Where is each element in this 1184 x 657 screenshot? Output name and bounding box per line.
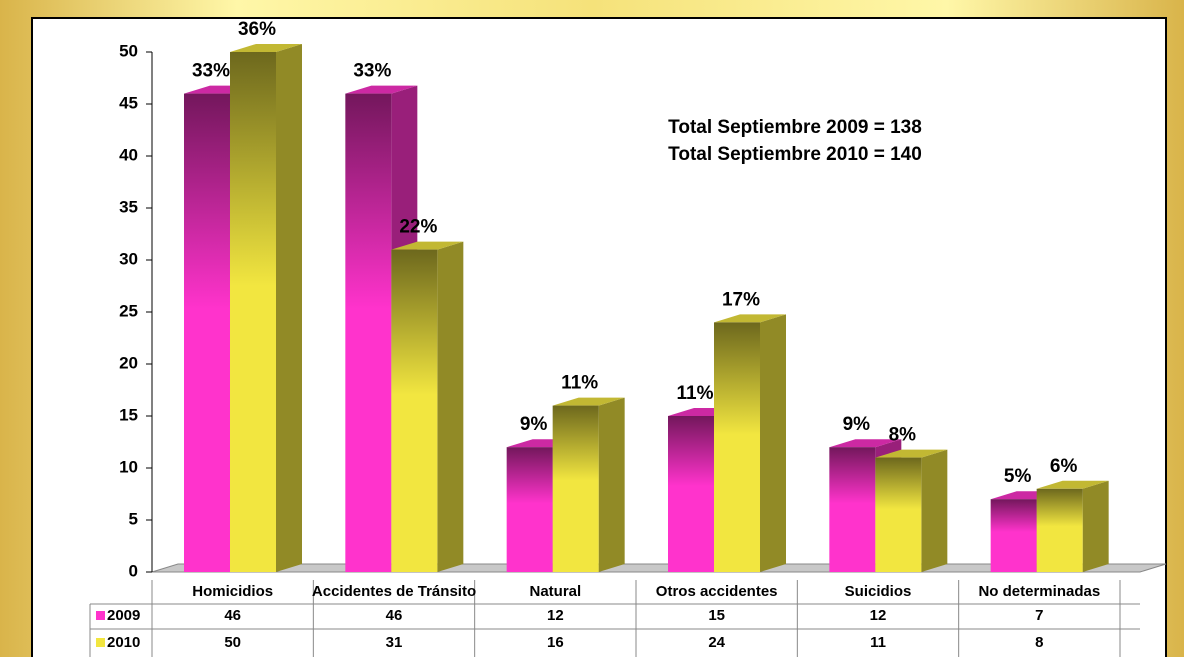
table-value: 12 — [547, 607, 564, 624]
bar-side — [598, 397, 625, 572]
y-tick-label: 25 — [119, 301, 138, 320]
percent-label: 6% — [1050, 456, 1078, 477]
y-tick-label: 20 — [119, 353, 138, 372]
percent-label: 9% — [520, 414, 548, 435]
table-value: 46 — [386, 607, 403, 624]
bar — [391, 249, 438, 572]
y-tick-label: 0 — [129, 561, 138, 580]
bar-top — [714, 314, 786, 323]
bar — [230, 52, 276, 572]
table-value: 8 — [1035, 634, 1043, 651]
bar — [1036, 488, 1083, 572]
bar — [875, 457, 922, 572]
percent-label: 8% — [889, 425, 917, 446]
bar-top — [391, 241, 464, 250]
table-value: 11 — [870, 634, 886, 651]
y-tick-label: 35 — [119, 197, 138, 216]
bar-side — [921, 449, 948, 572]
x-tick-label: No determinadas — [978, 583, 1100, 600]
y-tick-label: 30 — [119, 249, 138, 268]
y-tick-label: 10 — [119, 457, 138, 476]
legend-swatch — [96, 611, 105, 620]
bar — [552, 405, 599, 572]
legend-label: 2009 — [107, 607, 140, 624]
table-value: 46 — [224, 607, 241, 624]
table-value: 7 — [1035, 607, 1043, 624]
percent-label: 33% — [192, 61, 230, 82]
table-value: 15 — [708, 607, 725, 624]
bar — [668, 416, 714, 572]
y-tick-label: 40 — [119, 145, 138, 164]
bar — [345, 93, 392, 572]
y-tick-label: 50 — [119, 41, 138, 60]
bar — [506, 447, 553, 572]
legend-label: 2010 — [107, 634, 140, 651]
x-tick-label: Natural — [529, 583, 581, 600]
y-tick-label: 15 — [119, 405, 138, 424]
x-tick-label: Suicidios — [845, 583, 912, 600]
x-tick-label: Homicidios — [192, 583, 273, 600]
bar — [829, 447, 876, 572]
bar-side — [760, 314, 786, 572]
table-value: 31 — [386, 634, 403, 651]
annotation: Total Septiembre 2009 = 138 — [668, 117, 922, 138]
bar-top — [345, 85, 418, 94]
bar — [990, 499, 1037, 572]
table-value: 24 — [708, 634, 725, 651]
percent-label: 22% — [399, 217, 437, 238]
bar — [714, 322, 760, 572]
table-value: 50 — [224, 634, 241, 651]
bar-top — [875, 449, 948, 458]
percent-label: 11% — [677, 383, 714, 404]
bar-top — [230, 44, 302, 52]
percent-label: 5% — [1004, 466, 1032, 487]
bar-side — [276, 44, 302, 572]
y-tick-label: 5 — [129, 509, 138, 528]
bar-side — [437, 241, 464, 572]
percent-label: 9% — [843, 414, 871, 435]
bar-side — [1082, 480, 1109, 572]
x-tick-label: Otros accidentes — [656, 583, 778, 600]
table-value: 16 — [547, 634, 564, 651]
percent-label: 17% — [722, 289, 760, 310]
percent-label: 11% — [561, 373, 598, 394]
legend-swatch — [96, 638, 105, 647]
bar-top — [829, 439, 902, 448]
x-tick-label: Accidentes de Tránsito — [312, 583, 476, 600]
bar-top — [1036, 480, 1109, 489]
percent-label: 33% — [353, 61, 391, 82]
annotation: Total Septiembre 2010 = 140 — [668, 144, 922, 165]
y-tick-label: 45 — [119, 93, 138, 112]
table-value: 12 — [870, 607, 887, 624]
bar-top — [552, 397, 625, 406]
bar — [184, 93, 230, 572]
percent-label: 36% — [238, 19, 276, 40]
